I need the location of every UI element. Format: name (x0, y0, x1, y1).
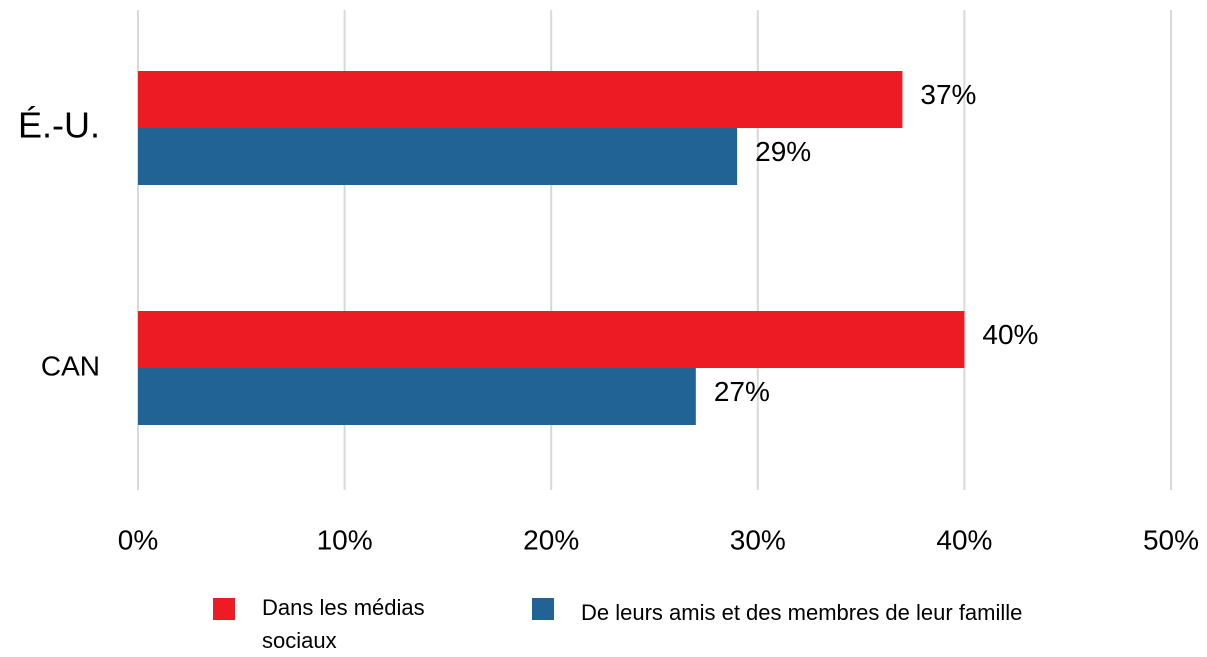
data-label: 27% (714, 376, 770, 407)
legend-item: Dans les médias sociaux (213, 595, 472, 657)
data-label: 40% (982, 319, 1038, 350)
x-tick-label: 50% (1143, 524, 1199, 555)
legend-item: De leurs amis et des membres de leur fam… (532, 596, 1181, 629)
bar (138, 71, 903, 128)
x-tick-label: 20% (523, 524, 579, 555)
x-tick-label: 10% (317, 524, 373, 555)
legend-label: De leurs amis et des membres de leur fam… (581, 600, 1023, 625)
bar (138, 368, 696, 425)
data-label: 29% (755, 136, 811, 167)
y-tick-label: É.-U. (18, 105, 100, 146)
data-label: 37% (920, 79, 976, 110)
legend-swatch (213, 598, 235, 620)
x-tick-label: 0% (118, 524, 158, 555)
x-tick-label: 40% (936, 524, 992, 555)
x-tick-label: 30% (730, 524, 786, 555)
bar (138, 128, 738, 185)
y-tick-label: CAN (41, 350, 100, 381)
legend-label: Dans les médias sociaux (262, 595, 425, 653)
legend-swatch (532, 598, 554, 620)
bar (138, 311, 965, 368)
chart: 0% 10% 20% 30% 40% 50% É.-U. 37% 29% CAN 40% 27% (18, 10, 1199, 555)
